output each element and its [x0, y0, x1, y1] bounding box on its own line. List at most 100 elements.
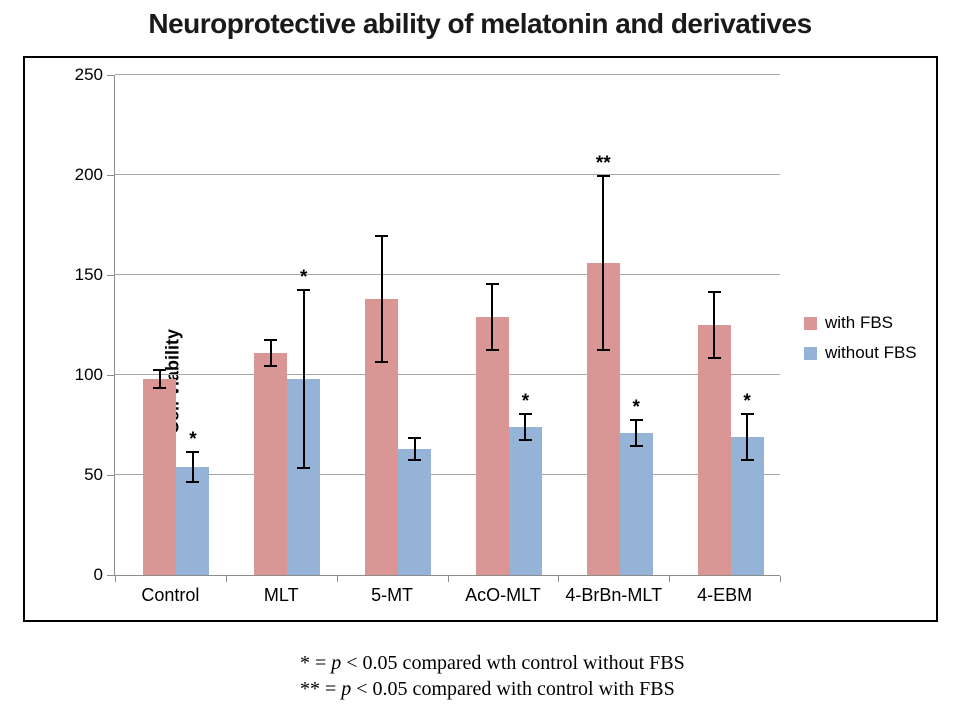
gridline-100 — [115, 374, 780, 375]
x-tick-0 — [115, 576, 116, 582]
error-bar-with-fbs-4-brbn-mlt — [602, 175, 605, 351]
error-bar-cap-bottom — [518, 439, 532, 441]
plot-area: Cell viability 050100150200250ControlMLT… — [75, 65, 781, 605]
legend: with FBS without FBS — [804, 308, 917, 368]
error-bar-cap-bottom — [596, 349, 610, 351]
error-bar-cap-top — [629, 419, 643, 421]
y-tick-0 — [107, 575, 115, 576]
sig-marker-aco-mlt-without-fbs: * — [521, 391, 530, 412]
x-category-label-4-brbn-mlt: 4-BrBn-MLT — [565, 585, 663, 605]
bar-without-fbs-aco-mlt — [508, 427, 542, 575]
legend-label-without-fbs: without FBS — [825, 343, 917, 362]
error-bar-without-fbs-control — [191, 451, 194, 483]
error-bar-cap-bottom — [408, 459, 422, 461]
x-category-label-5-mt: 5-MT — [371, 585, 414, 605]
gridline-250 — [115, 74, 780, 75]
footnote-marker: ** = — [300, 678, 342, 700]
x-category-label-control: Control — [141, 585, 200, 605]
error-bar-cap-top — [596, 175, 610, 177]
legend-item-with-fbs: with FBS — [804, 308, 917, 338]
y-tick-label-200: 200 — [74, 165, 103, 184]
x-tick-1 — [225, 576, 227, 582]
error-bar-cap-top — [740, 413, 754, 415]
x-tick-2 — [336, 576, 338, 582]
bar-without-fbs-4-brbn-mlt — [619, 433, 653, 575]
error-bar-cap-top — [375, 235, 389, 237]
sig-marker-4-brbn-mlt-without-fbs: * — [632, 397, 640, 418]
error-bar-cap-bottom — [297, 467, 311, 469]
error-bar-cap-bottom — [740, 459, 754, 461]
error-bar-with-fbs-5-mt — [380, 235, 383, 363]
error-bar-cap-bottom — [707, 357, 721, 359]
y-tick-200 — [107, 175, 115, 176]
legend-swatch-without-fbs — [804, 346, 817, 360]
error-bar-without-fbs-4-ebm — [746, 413, 749, 461]
error-bar-with-fbs-4-ebm — [713, 291, 716, 359]
error-bar-cap-top — [707, 291, 721, 293]
x-category-label-4-ebm: 4-EBM — [697, 585, 753, 605]
footnotes: * = p < 0.05 compared wth control withou… — [300, 650, 685, 702]
chart-title: Neuroprotective ability of melatonin and… — [148, 8, 812, 39]
bar-with-fbs-control — [143, 379, 177, 575]
error-bar-cap-bottom — [485, 349, 499, 351]
bar-with-fbs-4-ebm — [697, 325, 731, 575]
y-tick-label-50: 50 — [84, 465, 103, 484]
bar-without-fbs-control — [176, 467, 210, 575]
x-tick-6 — [780, 576, 781, 582]
error-bar-cap-bottom — [264, 365, 278, 367]
footnote-line-2: ** = p < 0.05 compared with control with… — [300, 676, 685, 702]
gridline-200 — [115, 174, 780, 175]
y-axis-line — [114, 75, 115, 576]
x-tick-5 — [669, 576, 671, 582]
footnote-text: < 0.05 compared with control with FBS — [351, 678, 675, 700]
bar-with-fbs-mlt — [254, 353, 288, 575]
gridline-150 — [115, 274, 780, 275]
error-bar-with-fbs-control — [158, 369, 161, 389]
error-bar-cap-bottom — [186, 481, 200, 483]
sig-marker-mlt-without-fbs: * — [300, 267, 308, 288]
x-category-label-mlt: MLT — [263, 585, 299, 605]
error-bar-cap-top — [297, 289, 311, 291]
y-tick-label-250: 250 — [74, 65, 103, 84]
footnote-line-1: * = p < 0.05 compared wth control withou… — [300, 650, 685, 676]
error-bar-with-fbs-aco-mlt — [491, 283, 494, 351]
x-tick-3 — [447, 576, 449, 582]
x-axis-line — [115, 575, 780, 576]
x-tick-4 — [558, 576, 560, 582]
y-tick-250 — [107, 75, 115, 76]
y-tick-100 — [107, 375, 115, 376]
error-bar-cap-bottom — [629, 445, 643, 447]
gridline-50 — [115, 474, 780, 475]
error-bar-without-fbs-aco-mlt — [524, 413, 527, 441]
error-bar-without-fbs-4-brbn-mlt — [635, 419, 638, 447]
sig-marker-4-ebm-without-fbs: * — [743, 391, 751, 412]
y-tick-50 — [107, 475, 115, 476]
footnote-p: p — [341, 678, 352, 700]
error-bar-cap-top — [186, 451, 200, 453]
error-bar-without-fbs-mlt — [302, 289, 305, 469]
error-bar-cap-top — [408, 437, 422, 439]
error-bar-cap-top — [518, 413, 532, 415]
sig-marker-control-without-fbs: * — [189, 429, 197, 450]
footnote-text: < 0.05 compared wth control without FBS — [341, 652, 685, 674]
error-bar-cap-top — [153, 369, 167, 371]
y-tick-label-100: 100 — [74, 365, 103, 384]
error-bar-with-fbs-mlt — [269, 339, 272, 367]
sig-marker-4-brbn-mlt-with-fbs: ** — [595, 153, 611, 174]
legend-swatch-with-fbs — [804, 316, 817, 330]
error-bar-without-fbs-5-mt — [413, 437, 416, 461]
error-bar-cap-bottom — [375, 361, 389, 363]
x-category-label-aco-mlt: AcO-MLT — [465, 585, 541, 605]
legend-label-with-fbs: with FBS — [825, 313, 894, 332]
bar-with-fbs-aco-mlt — [475, 317, 509, 575]
footnote-p: p — [331, 652, 342, 674]
bar-without-fbs-5-mt — [398, 449, 432, 575]
y-tick-label-150: 150 — [74, 265, 103, 284]
footnote-marker: * = — [300, 652, 332, 674]
error-bar-cap-top — [485, 283, 499, 285]
y-tick-label-0: 0 — [93, 565, 103, 584]
error-bar-cap-top — [264, 339, 278, 341]
error-bar-cap-bottom — [153, 387, 167, 389]
legend-item-without-fbs: without FBS — [804, 338, 917, 368]
